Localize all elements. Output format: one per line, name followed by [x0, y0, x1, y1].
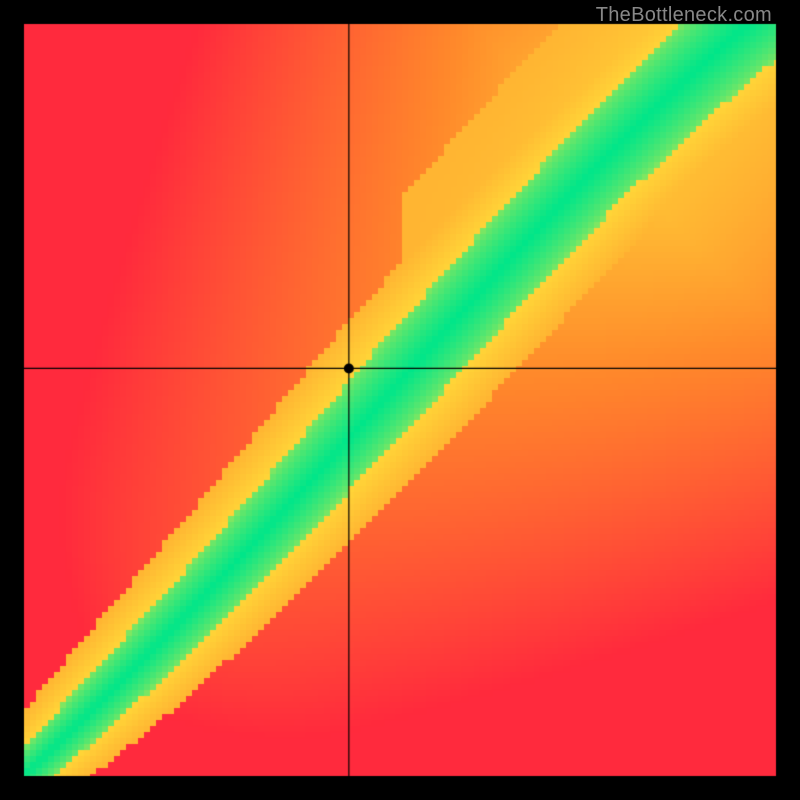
bottleneck-heatmap-canvas [0, 0, 800, 800]
chart-container: TheBottleneck.com [0, 0, 800, 800]
watermark-text: TheBottleneck.com [596, 4, 772, 27]
